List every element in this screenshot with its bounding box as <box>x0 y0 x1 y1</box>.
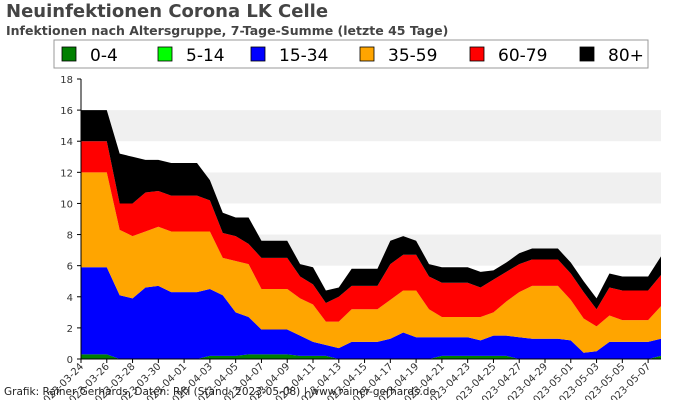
source-footer: Grafik: Rainer Gerhards, Daten: RKI (Sta… <box>4 386 436 398</box>
legend-label-5-14: 5-14 <box>186 46 225 66</box>
legend-label-15-34: 15-34 <box>279 46 328 66</box>
chart-subtitle: Infektionen nach Altersgruppe, 7-Tage-Su… <box>6 23 449 38</box>
legend-label-80+: 80+ <box>608 46 644 66</box>
grid-band <box>81 79 661 111</box>
y-axis-ticks: 0 2 4 6 8 10 12 14 16 18 <box>60 75 81 366</box>
area-60-79 <box>81 141 661 327</box>
legend: 0-4 5-14 15-34 35-59 60-79 80+ <box>53 39 649 69</box>
legend-swatch-35-59 <box>359 46 375 62</box>
y-tick-label: 14 <box>60 137 73 148</box>
y-tick-label: 12 <box>60 168 73 179</box>
legend-swatch-80+ <box>579 46 595 62</box>
legend-swatch-15-34 <box>250 46 266 62</box>
y-tick-label: 4 <box>67 293 73 304</box>
legend-label-35-59: 35-59 <box>388 46 437 66</box>
grid-band <box>81 110 661 142</box>
y-tick-label: 10 <box>60 199 73 210</box>
y-tick-label: 16 <box>60 106 73 117</box>
legend-label-0-4: 0-4 <box>90 46 118 66</box>
area-80+ <box>81 110 661 310</box>
area-series <box>81 110 661 359</box>
y-tick-label: 8 <box>67 231 73 242</box>
legend-swatch-5-14 <box>157 46 173 62</box>
y-tick-label: 0 <box>67 355 73 366</box>
legend-swatch-0-4 <box>61 46 77 62</box>
area-0-4 <box>81 354 661 359</box>
axes <box>80 79 661 360</box>
area-15-34 <box>81 267 661 359</box>
legend-label-60-79: 60-79 <box>498 46 547 66</box>
y-tick-label: 6 <box>67 262 73 273</box>
legend-swatch-60-79 <box>469 46 485 62</box>
y-tick-label: 18 <box>60 75 73 86</box>
y-tick-label: 2 <box>67 324 73 335</box>
chart-title: Neuinfektionen Corona LK Celle <box>6 1 329 22</box>
legend-box <box>53 39 649 69</box>
area-35-59 <box>81 172 661 353</box>
